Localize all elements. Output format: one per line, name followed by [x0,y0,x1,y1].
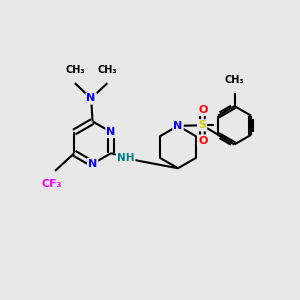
Text: N: N [86,94,96,103]
Text: CH₃: CH₃ [65,65,85,75]
Text: O: O [198,136,207,146]
Text: N: N [106,127,116,137]
Text: CH₃: CH₃ [225,75,244,85]
Text: O: O [198,105,207,115]
Text: S: S [198,120,206,130]
Text: N: N [173,121,183,131]
Text: N: N [88,159,97,169]
Text: CH₃: CH₃ [98,65,117,75]
Text: NH: NH [117,153,134,163]
Text: CF₃: CF₃ [41,179,62,189]
